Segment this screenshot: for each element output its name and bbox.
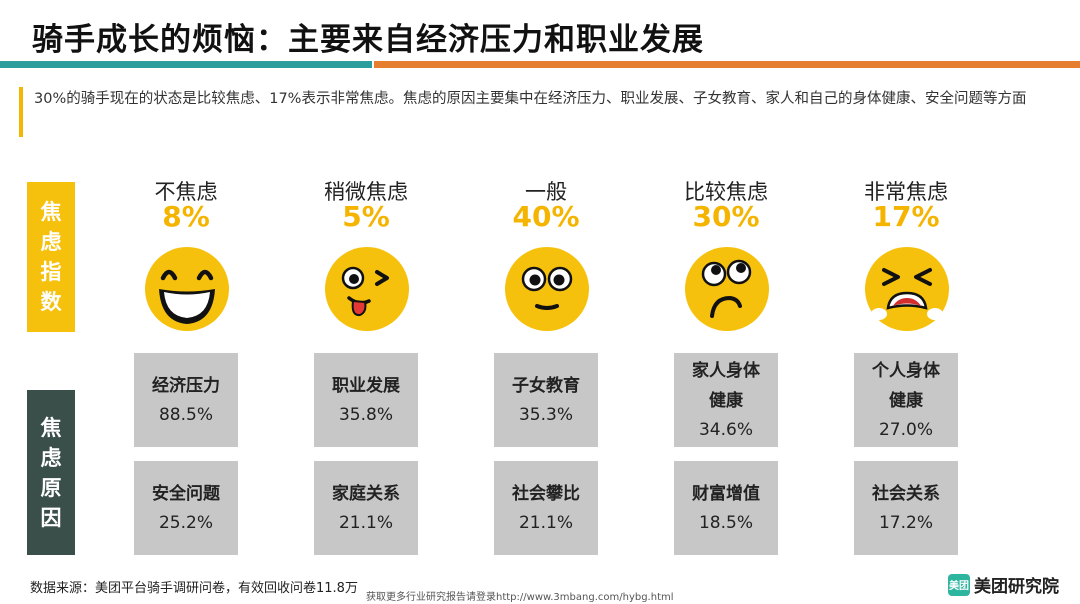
- neutral-face-icon: [505, 247, 589, 331]
- logo-text: 美团研究院: [974, 577, 1059, 597]
- page-title: 骑手成长的烦恼：主要来自经济压力和职业发展: [32, 22, 704, 58]
- reason-name: 经济压力: [152, 376, 220, 396]
- reason-card: 职业发展 35.8%: [314, 353, 418, 447]
- anxiety-index-char: 虑: [40, 230, 62, 254]
- reason-name-line: 个人身体: [872, 361, 940, 381]
- anxiety-level-percent: 40%: [512, 200, 580, 233]
- reason-percent: 25.2%: [158, 513, 213, 533]
- reason-percent: 27.0%: [878, 420, 933, 440]
- anxiety-level-label: 不焦虑: [154, 180, 218, 204]
- anxiety-reason-label: 焦 虑 原 因: [27, 390, 75, 555]
- anxiety-index-char: 指: [40, 260, 62, 284]
- reason-percent: 17.2%: [878, 513, 933, 533]
- anxiety-reason-char: 因: [40, 505, 62, 530]
- anxiety-reason-char: 焦: [40, 415, 62, 440]
- anxiety-index-label: 焦 虑 指 数: [27, 182, 75, 332]
- reason-card: 经济压力 88.5%: [134, 353, 238, 447]
- winking-tongue-face-icon: [325, 247, 409, 331]
- distressed-face-icon: [865, 247, 949, 331]
- anxiety-level-label: 比较焦虑: [684, 180, 768, 204]
- reason-name: 家庭关系: [332, 484, 400, 504]
- meituan-logo-icon: 美团: [948, 573, 970, 596]
- worried-face-icon: [685, 247, 769, 331]
- reason-card: 安全问题 25.2%: [134, 461, 238, 555]
- reason-card: 子女教育 35.3%: [494, 353, 598, 447]
- report-link-text[interactable]: 获取更多行业研究报告请登录http://www.3mbang.com/hybg.…: [366, 592, 674, 603]
- anxiety-reason-char: 虑: [40, 445, 62, 470]
- anxiety-level-percent: 5%: [342, 200, 390, 233]
- reason-card: 社会攀比 21.1%: [494, 461, 598, 555]
- reason-card: 家庭关系 21.1%: [314, 461, 418, 555]
- reason-percent: 88.5%: [158, 405, 213, 425]
- reason-percent: 34.6%: [698, 420, 753, 440]
- description-accent-bar: [19, 87, 23, 137]
- reason-name: 社会关系: [872, 484, 940, 504]
- reason-card: 个人身体 健康 27.0%: [854, 353, 958, 447]
- anxiety-level-label: 非常焦虑: [864, 180, 948, 204]
- title-underline-teal: [0, 61, 372, 68]
- description-text: 30%的骑手现在的状态是比较焦虑、17%表示非常焦虑。焦虑的原因主要集中在经济压…: [34, 91, 1027, 107]
- reason-name: 社会攀比: [512, 484, 580, 504]
- reason-name: 职业发展: [332, 376, 400, 396]
- reason-name: 子女教育: [512, 376, 580, 396]
- anxiety-level-percent: 17%: [872, 200, 940, 233]
- reason-percent: 21.1%: [338, 513, 393, 533]
- reason-name: 安全问题: [152, 484, 220, 504]
- reason-card: 社会关系 17.2%: [854, 461, 958, 555]
- anxiety-level-label: 一般: [525, 180, 567, 204]
- data-source-note: 数据来源：美团平台骑手调研问卷，有效回收问卷11.8万: [30, 581, 358, 596]
- title-underline-orange: [374, 61, 1080, 68]
- anxiety-level-percent: 8%: [162, 200, 210, 233]
- reason-percent: 35.3%: [518, 405, 573, 425]
- anxiety-reason-char: 原: [40, 475, 62, 500]
- reason-name-line: 健康: [709, 391, 743, 411]
- anxiety-level-label: 稍微焦虑: [324, 180, 408, 204]
- reason-percent: 18.5%: [698, 513, 753, 533]
- laughing-face-icon: [145, 247, 229, 331]
- reason-name-line: 健康: [889, 391, 923, 411]
- anxiety-index-char: 数: [40, 290, 62, 314]
- reason-percent: 21.1%: [518, 513, 573, 533]
- anxiety-index-char: 焦: [40, 200, 62, 224]
- reason-name-line: 家人身体: [692, 361, 760, 381]
- anxiety-level-percent: 30%: [692, 200, 760, 233]
- reason-card: 家人身体 健康 34.6%: [674, 353, 778, 447]
- meituan-research-logo: 美团 美团研究院: [948, 572, 1059, 597]
- reason-name: 财富增值: [692, 484, 760, 504]
- reason-percent: 35.8%: [338, 405, 393, 425]
- reason-card: 财富增值 18.5%: [674, 461, 778, 555]
